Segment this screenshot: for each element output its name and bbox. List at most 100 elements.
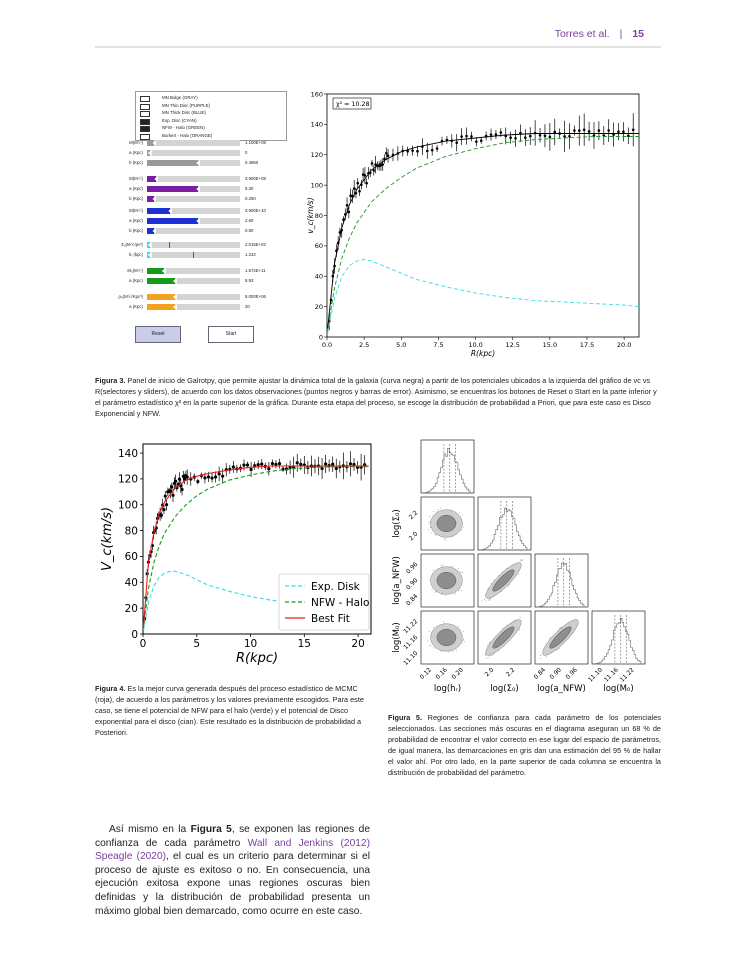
slider-handle[interactable] (154, 176, 159, 182)
slider-track[interactable] (147, 196, 240, 202)
data-point (524, 136, 527, 139)
figure4-text: Es la mejor curva generada después del p… (95, 684, 364, 737)
slider-fill (147, 218, 199, 224)
slider-handle[interactable] (161, 268, 166, 274)
slider-handle[interactable] (152, 196, 157, 202)
legend-checkbox[interactable] (140, 126, 150, 132)
y-tick-label: 80 (315, 212, 323, 220)
slider-fill (147, 140, 155, 146)
slider-track[interactable] (147, 278, 240, 284)
sample-point (435, 534, 437, 536)
data-point (267, 467, 271, 471)
data-point (577, 129, 581, 132)
sample-point (540, 657, 542, 659)
legend-row[interactable]: MN Thick Disc (BLUE) (140, 110, 280, 117)
slider-marker (169, 242, 170, 248)
slider-handle[interactable] (172, 294, 177, 300)
figure5-label: Figura 5. (388, 713, 423, 722)
slider-track[interactable] (147, 294, 240, 300)
reset-button[interactable]: Reset (135, 326, 181, 343)
slider-track[interactable] (147, 252, 240, 258)
y-tick-label: 120 (311, 151, 323, 159)
header-authors: Torres et al. (554, 28, 610, 40)
slider-track[interactable] (147, 160, 240, 166)
slider-track[interactable] (147, 186, 240, 192)
legend-checkbox[interactable] (140, 133, 150, 140)
citation-wall-jenkins[interactable]: Wall and Jenkins (2012) (247, 837, 370, 849)
data-point (370, 162, 374, 165)
legend-row[interactable]: NFW - Halo (GREEN) (140, 125, 280, 132)
legend-row[interactable]: MN Thin Disc (PURPLE) (140, 103, 280, 110)
slider-label: a (Kpc) (129, 304, 143, 309)
sample-point (461, 572, 463, 574)
corner-x-tick: 0.90 (549, 666, 564, 681)
data-point (356, 181, 360, 185)
corner-y-tick: 0.96 (405, 561, 420, 576)
slider-handle[interactable] (168, 208, 173, 214)
slider-handle[interactable] (152, 140, 157, 146)
citation-speagle[interactable]: Speagle (2020) (95, 851, 167, 863)
x-tick-label: 15 (298, 638, 311, 650)
corner-x-tick: 11.10 (587, 666, 604, 683)
slider-track[interactable] (147, 242, 240, 248)
slider-track[interactable] (147, 268, 240, 274)
slider-track[interactable] (147, 218, 240, 224)
y-tick-label: 40 (315, 273, 323, 281)
figure5-text: Regiones de confianza para cada parámetr… (388, 713, 661, 777)
slider-handle[interactable] (196, 186, 201, 192)
data-point (260, 462, 264, 466)
data-point (460, 135, 463, 138)
data-point (543, 134, 547, 137)
legend-checkbox[interactable] (140, 96, 150, 102)
slider-handle[interactable] (196, 218, 201, 224)
legend-checkbox[interactable] (140, 118, 150, 125)
figure5-caption: Figura 5. Regiones de confianza para cad… (388, 712, 661, 778)
data-point (170, 485, 174, 489)
slider-track[interactable] (147, 304, 240, 310)
slider-handle[interactable] (147, 150, 152, 156)
y-tick-label: 100 (311, 181, 323, 189)
chi2-annotation: χ² = 10.28 (336, 101, 369, 108)
data-point (217, 472, 221, 476)
legend-checkbox[interactable] (140, 103, 150, 110)
slider-value: 0.250 (245, 196, 256, 201)
sample-point (488, 598, 490, 600)
slider-handle[interactable] (172, 304, 177, 310)
legend-row[interactable]: Exp. Disc (CYAN) (140, 118, 280, 125)
slider-handle[interactable] (147, 252, 152, 258)
start-button[interactable]: Start (208, 326, 254, 343)
data-point (168, 489, 173, 494)
data-point (173, 479, 178, 483)
contour-68 (436, 571, 457, 590)
slider-fill (147, 160, 199, 166)
figure5-reference[interactable]: Figura 5 (190, 824, 232, 835)
figure4-caption: Figura 4. Es la mejor curva generada des… (95, 683, 375, 738)
slider-track[interactable] (147, 150, 240, 156)
legend-row[interactable]: Burkert - Halo (ORANGE) (140, 133, 280, 140)
running-header: Torres et al. | 15 (555, 28, 644, 40)
series-line (327, 136, 639, 330)
slider-track[interactable] (147, 228, 240, 234)
data-point (568, 134, 571, 138)
slider-handle[interactable] (196, 160, 201, 166)
slider-fill (147, 304, 175, 310)
slider-fill (147, 208, 171, 214)
slider-track[interactable] (147, 208, 240, 214)
slider-handle[interactable] (172, 278, 177, 284)
y-tick-label: 140 (311, 121, 323, 129)
contour-68 (436, 628, 457, 647)
sample-point (444, 539, 446, 541)
slider-label: a (Kpc) (129, 218, 143, 223)
slider-handle[interactable] (152, 228, 157, 234)
sample-point (432, 570, 434, 572)
legend-label: Exp. Disk (311, 581, 361, 593)
corner-panel (591, 610, 646, 665)
slider-track[interactable] (147, 176, 240, 182)
legend-row[interactable]: MN Bulge (GRAY) (140, 95, 280, 102)
slider-handle[interactable] (147, 242, 152, 248)
legend-checkbox[interactable] (140, 111, 150, 117)
data-point (348, 462, 353, 466)
corner-x-label: log(Σ₀) (490, 684, 518, 694)
data-point (548, 135, 552, 139)
slider-track[interactable] (147, 140, 240, 146)
